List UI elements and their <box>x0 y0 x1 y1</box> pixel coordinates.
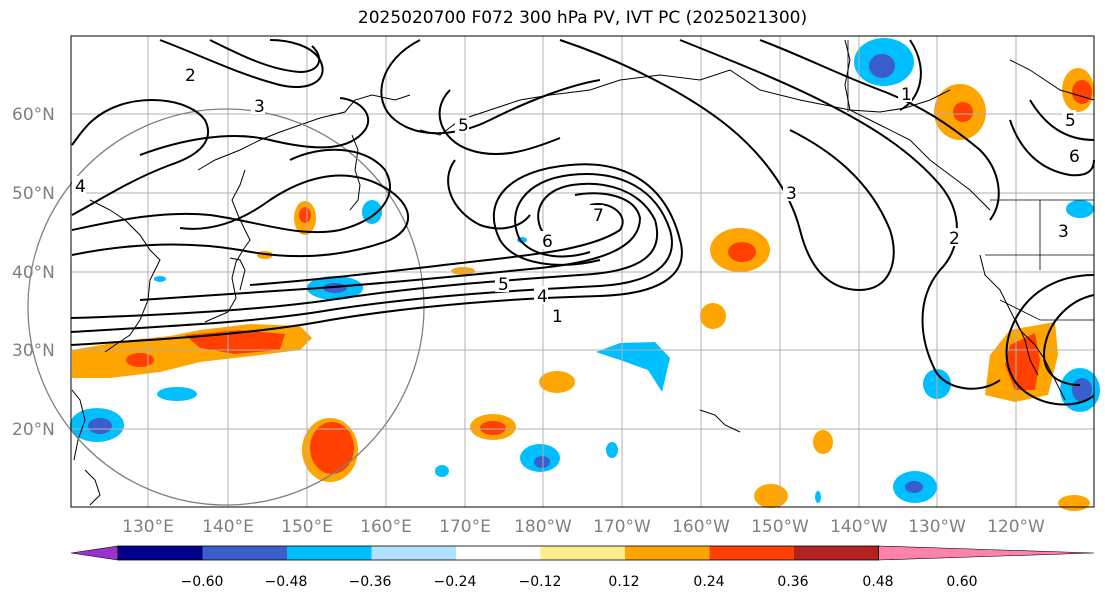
lat-label-40: 40°N <box>12 263 55 283</box>
cb-tick-4: −0.12 <box>519 574 562 590</box>
colorbar-extend-high <box>878 545 1095 561</box>
pv-label-4b: 4 <box>75 177 86 197</box>
colorbar <box>70 545 1095 561</box>
map-frame <box>70 35 1095 508</box>
lon-label-150w: 150°W <box>751 517 809 537</box>
pv-label-2b: 2 <box>949 229 960 249</box>
lon-label-170w: 170°W <box>593 517 651 537</box>
colorbar-segment-1 <box>118 546 203 560</box>
latitude-labels: 60°N 50°N 40°N 30°N 20°N <box>12 105 55 440</box>
pv-label-6b: 6 <box>1069 147 1080 167</box>
cb-tick-1: −0.48 <box>265 574 308 590</box>
cb-tick-8: 0.48 <box>862 574 893 590</box>
lat-label-30: 30°N <box>12 341 55 361</box>
cb-tick-2: −0.36 <box>349 574 392 590</box>
lon-label-130e: 130°E <box>122 517 174 537</box>
map-title: 2025020700 F072 300 hPa PV, IVT PC (2025… <box>357 8 808 28</box>
lon-label-130w: 130°W <box>908 517 966 537</box>
cb-tick-0: −0.60 <box>181 574 224 590</box>
lat-label-60: 60°N <box>12 105 55 125</box>
colorbar-extend-low <box>70 545 119 561</box>
cb-tick-3: −0.24 <box>434 574 477 590</box>
pv-label-1: 1 <box>552 307 563 327</box>
lon-label-170e: 170°E <box>439 517 491 537</box>
colorbar-segment-9 <box>794 546 879 560</box>
colorbar-ticks: −0.60 −0.48 −0.36 −0.24 −0.12 0.12 0.24 … <box>181 574 978 590</box>
colorbar-segment-8 <box>709 546 795 560</box>
cb-tick-6: 0.24 <box>693 574 724 590</box>
map-panel: 1 4 5 6 7 3 2 3 2 1 3 5 5 6 <box>27 35 1100 511</box>
pv-label-3a: 3 <box>254 97 265 117</box>
pv-contour-labels: 1 4 5 6 7 3 2 3 2 1 3 5 5 6 <box>72 65 1080 327</box>
pv-label-3c: 3 <box>1058 222 1069 242</box>
colorbar-segment-2 <box>202 546 288 560</box>
pv-label-3b: 3 <box>786 184 797 204</box>
lon-label-120w: 120°W <box>987 517 1045 537</box>
ivt-shading <box>70 38 1100 511</box>
pv-label-7: 7 <box>593 206 604 226</box>
pv-contours <box>70 39 1095 406</box>
lon-label-140w: 140°W <box>830 517 888 537</box>
pv-label-5b: 5 <box>458 116 469 136</box>
lon-label-180w: 180°W <box>514 517 572 537</box>
pv-label-1b: 1 <box>901 85 912 105</box>
cb-tick-5: 0.12 <box>608 574 639 590</box>
pv-label-4: 4 <box>537 287 548 307</box>
colorbar-outline <box>117 545 879 561</box>
lon-label-160w: 160°W <box>672 517 730 537</box>
cb-tick-9: 0.60 <box>946 574 977 590</box>
lat-label-20: 20°N <box>12 420 55 440</box>
lon-label-140e: 140°E <box>202 517 254 537</box>
colorbar-segment-7 <box>625 546 710 560</box>
lon-label-150e: 150°E <box>281 517 333 537</box>
colorbar-segment-3 <box>287 546 372 560</box>
lat-label-50: 50°N <box>12 184 55 204</box>
cb-tick-7: 0.36 <box>777 574 808 590</box>
colorbar-segment-6 <box>540 546 626 560</box>
lon-label-160e: 160°E <box>360 517 412 537</box>
colorbar-segment-4 <box>371 546 457 560</box>
graticule <box>71 36 1094 507</box>
colorbar-segment-5 <box>456 546 541 560</box>
borders <box>847 40 1094 321</box>
pv-label-2a: 2 <box>185 66 196 86</box>
longitude-labels: 130°E 140°E 150°E 160°E 170°E 180°W 170°… <box>122 517 1045 537</box>
pv-label-5c: 5 <box>1065 111 1076 131</box>
pv-label-6: 6 <box>542 232 553 252</box>
pv-label-5: 5 <box>498 275 509 295</box>
